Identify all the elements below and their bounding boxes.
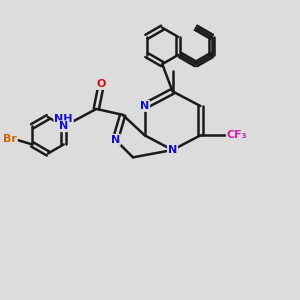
Text: N: N bbox=[59, 121, 68, 131]
Text: N: N bbox=[140, 101, 149, 111]
Text: NH: NH bbox=[54, 114, 73, 124]
Text: N: N bbox=[168, 145, 177, 155]
Text: CF₃: CF₃ bbox=[227, 130, 247, 140]
Text: O: O bbox=[96, 79, 105, 89]
Text: Br: Br bbox=[3, 134, 17, 144]
Text: N: N bbox=[111, 135, 120, 145]
